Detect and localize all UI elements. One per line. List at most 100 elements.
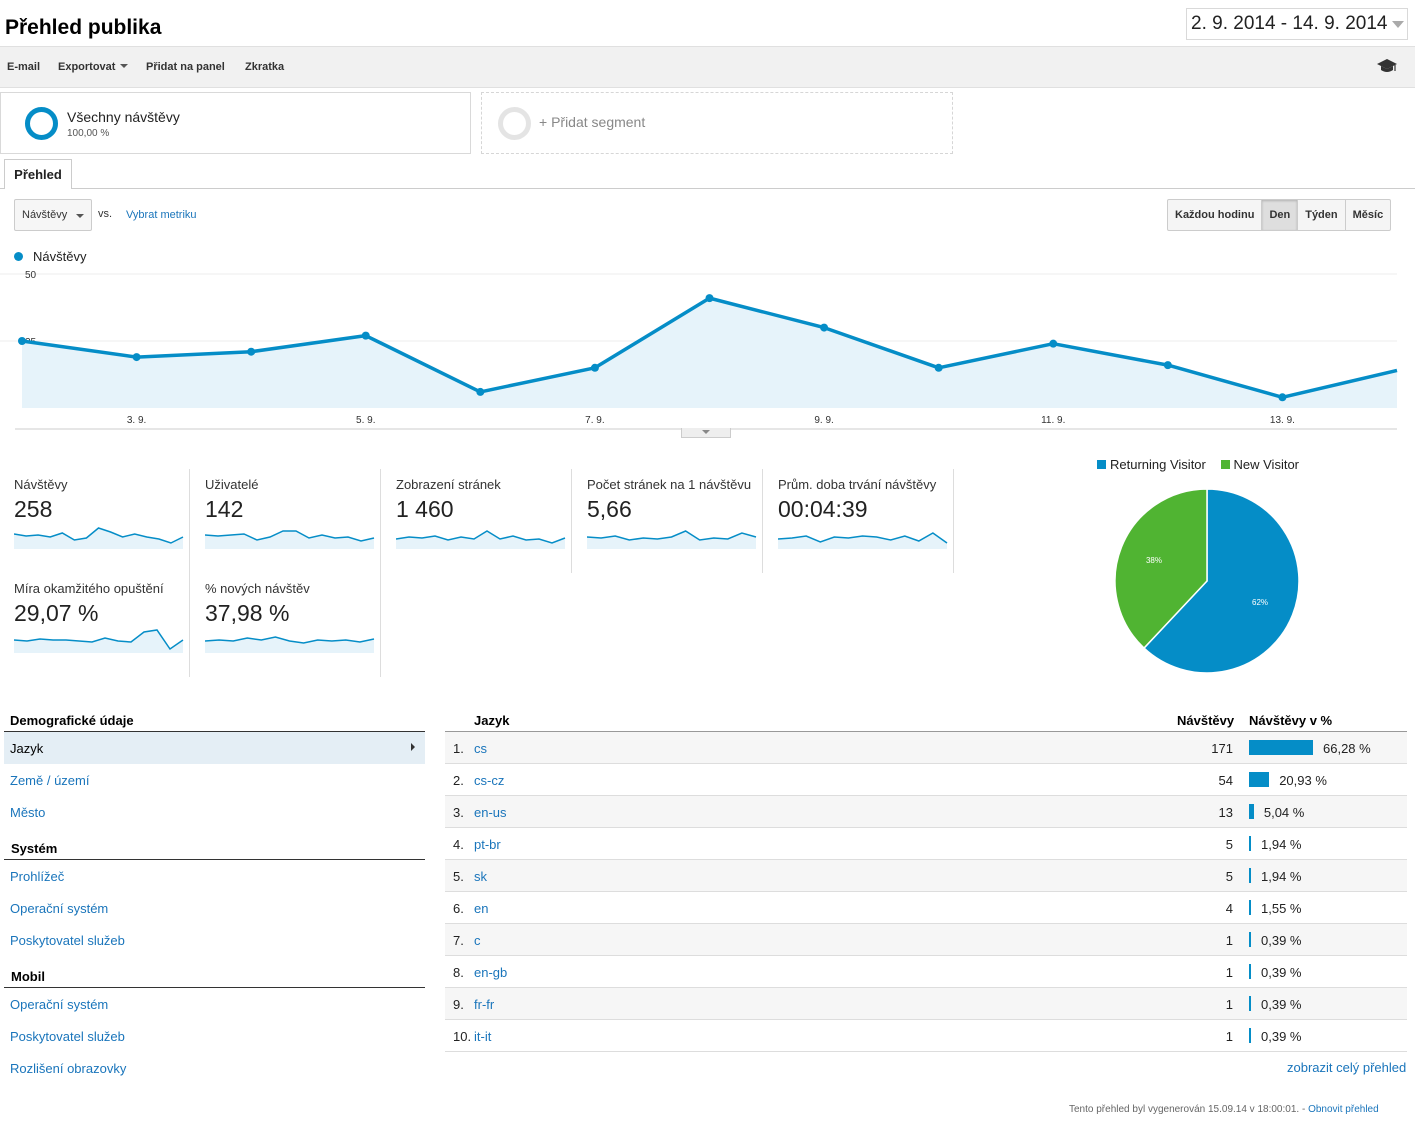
sparkline-fill bbox=[778, 533, 947, 549]
scorecard[interactable]: Návštěvy 258 bbox=[0, 469, 190, 573]
granularity-month[interactable]: Měsíc bbox=[1352, 209, 1384, 221]
language-link[interactable]: sk bbox=[474, 869, 487, 884]
collapse-chart-toggle[interactable] bbox=[681, 428, 731, 438]
row-visits: 1 bbox=[1225, 997, 1233, 1012]
segment-all-visits[interactable]: Všechny návštěvy 100,00 % bbox=[0, 92, 471, 154]
sparkline bbox=[14, 629, 184, 653]
share-bar bbox=[1249, 932, 1251, 947]
nav-item-label: Rozlišení obrazovky bbox=[10, 1061, 127, 1076]
granularity-day[interactable]: Den bbox=[1262, 200, 1299, 230]
row-visits-pct: 1,94 % bbox=[1261, 869, 1302, 884]
nav-item-os[interactable]: Operační systém bbox=[4, 892, 425, 924]
table-row: 8. en-gb 1 0,39 % bbox=[445, 956, 1407, 988]
nav-item-screen-resolution[interactable]: Rozlišení obrazovky bbox=[4, 1052, 425, 1084]
table-row: 7. c 1 0,39 % bbox=[445, 924, 1407, 956]
demographics-header: Demografické údaje bbox=[10, 713, 134, 728]
sparkline bbox=[587, 530, 757, 549]
nav-item-mobile-os[interactable]: Operační systém bbox=[4, 988, 425, 1020]
language-link[interactable]: cs-cz bbox=[474, 773, 505, 788]
export-menu[interactable]: Exportovat bbox=[58, 61, 129, 73]
legend-returning[interactable]: Returning Visitor bbox=[1097, 457, 1206, 472]
share-bar bbox=[1249, 1028, 1251, 1043]
data-point bbox=[590, 363, 599, 372]
granularity-hourly[interactable]: Každou hodinu bbox=[1168, 200, 1263, 230]
scorecard[interactable]: Uživatelé 142 bbox=[191, 469, 381, 573]
pie-slice-label: 62% bbox=[1252, 598, 1268, 607]
scorecard[interactable]: Míra okamžitého opuštění 29,07 % bbox=[0, 573, 190, 677]
nav-item-country[interactable]: Země / území bbox=[4, 764, 425, 796]
row-visits-pct: 20,93 % bbox=[1279, 773, 1327, 788]
table-row: 10. it-it 1 0,39 % bbox=[445, 1020, 1407, 1052]
legend-new[interactable]: New Visitor bbox=[1220, 457, 1299, 472]
nav-item-city[interactable]: Město bbox=[4, 796, 425, 828]
language-link[interactable]: cs bbox=[474, 741, 487, 756]
row-visits-pct: 0,39 % bbox=[1261, 933, 1302, 948]
nav-item-isp[interactable]: Poskytovatel služeb bbox=[4, 924, 425, 956]
footer: Tento přehled byl vygenerován 15.09.14 v… bbox=[1069, 1104, 1379, 1115]
row-index: 2. bbox=[453, 773, 464, 788]
scorecard-label: % nových návštěv bbox=[205, 581, 310, 596]
view-full-report-link[interactable]: zobrazit celý přehled bbox=[1287, 1060, 1407, 1075]
tab-overview[interactable]: Přehled bbox=[4, 159, 72, 189]
table-row: 9. fr-fr 1 0,39 % bbox=[445, 988, 1407, 1020]
row-visits: 171 bbox=[1211, 741, 1233, 756]
sparkline-line bbox=[14, 527, 184, 544]
table-row: 1. cs 171 66,28 % bbox=[445, 732, 1407, 764]
nav-item-browser[interactable]: Prohlížeč bbox=[4, 860, 425, 892]
language-link[interactable]: en bbox=[474, 901, 489, 916]
refresh-report-link[interactable]: Obnovit přehled bbox=[1308, 1104, 1379, 1115]
date-range-picker[interactable]: 2. 9. 2014 - 14. 9. 2014 bbox=[1186, 8, 1408, 40]
table-row: 3. en-us 13 5,04 % bbox=[445, 796, 1407, 828]
legend-swatch bbox=[1097, 460, 1106, 469]
share-bar bbox=[1249, 996, 1251, 1011]
row-visits: 1 bbox=[1225, 1029, 1233, 1044]
language-link[interactable]: c bbox=[474, 933, 481, 948]
row-index: 5. bbox=[453, 869, 464, 884]
language-link[interactable]: en-gb bbox=[474, 965, 508, 980]
scorecard-value: 258 bbox=[14, 496, 53, 522]
nav-item-label: Operační systém bbox=[10, 997, 109, 1012]
row-index: 7. bbox=[453, 933, 464, 948]
add-to-dashboard-button[interactable]: Přidat na panel bbox=[146, 61, 225, 73]
granularity-week[interactable]: Týden bbox=[1298, 200, 1346, 230]
language-link[interactable]: pt-br bbox=[474, 837, 501, 852]
scorecard[interactable]: Zobrazení stránek 1 460 bbox=[382, 469, 572, 573]
choose-metric-link[interactable]: Vybrat metriku bbox=[126, 209, 197, 221]
scorecard[interactable]: % nových návštěv 37,98 % bbox=[191, 573, 381, 677]
x-tick-label: 3. 9. bbox=[127, 415, 146, 426]
add-segment-label: + Přidat segment bbox=[539, 114, 646, 130]
scorecard-value: 29,07 % bbox=[14, 600, 99, 626]
row-visits: 4 bbox=[1225, 901, 1233, 916]
table-row: 6. en 4 1,55 % bbox=[445, 892, 1407, 924]
row-visits-pct: 0,39 % bbox=[1261, 965, 1302, 980]
language-link[interactable]: it-it bbox=[474, 1029, 492, 1044]
row-index: 9. bbox=[453, 997, 464, 1012]
sparkline-fill bbox=[14, 528, 183, 549]
row-visits-pct: 1,55 % bbox=[1261, 901, 1302, 916]
data-point bbox=[934, 363, 943, 372]
nav-item-language[interactable]: Jazyk bbox=[4, 732, 425, 764]
toolbar: E-mail Exportovat Přidat na panel Zkratk… bbox=[0, 46, 1415, 88]
shortcut-button[interactable]: Zkratka bbox=[245, 61, 285, 73]
data-point bbox=[820, 323, 829, 332]
area-fill bbox=[22, 298, 1397, 408]
language-link[interactable]: fr-fr bbox=[474, 997, 495, 1012]
metric-select[interactable]: Návštěvy bbox=[14, 199, 92, 231]
divider bbox=[4, 987, 425, 988]
caret-down-icon bbox=[120, 64, 129, 68]
visitor-type-pie-chart: 62% 38% bbox=[1114, 488, 1300, 674]
nav-item-mobile-isp[interactable]: Poskytovatel služeb bbox=[4, 1020, 425, 1052]
graduation-cap-icon[interactable] bbox=[1376, 58, 1398, 74]
add-segment-button[interactable]: + Přidat segment bbox=[481, 92, 953, 154]
sparkline-fill bbox=[396, 531, 565, 549]
row-visits-pct: 5,04 % bbox=[1263, 805, 1305, 820]
language-link[interactable]: en-us bbox=[474, 805, 507, 820]
scorecard-value: 5,66 bbox=[587, 496, 632, 522]
x-tick-label: 7. 9. bbox=[585, 415, 604, 426]
email-button[interactable]: E-mail bbox=[7, 61, 41, 73]
scorecard-value: 00:04:39 bbox=[778, 496, 868, 522]
nav-item-label: Město bbox=[10, 805, 46, 820]
scorecard[interactable]: Prům. doba trvání návštěvy 00:04:39 bbox=[764, 469, 954, 573]
scorecard[interactable]: Počet stránek na 1 návštěvu 5,66 bbox=[573, 469, 763, 573]
column-header-visits[interactable]: Návštěvy bbox=[1177, 713, 1235, 728]
